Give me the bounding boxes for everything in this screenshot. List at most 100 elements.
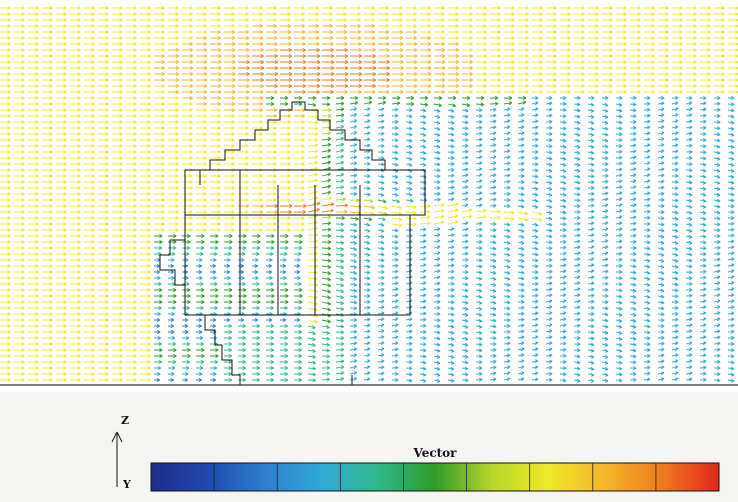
- velocity-vector: [349, 198, 360, 203]
- velocity-vector: [433, 103, 443, 108]
- velocity-vector: [14, 234, 25, 238]
- velocity-vector: [475, 114, 483, 119]
- velocity-vector: [727, 378, 735, 383]
- velocity-vector: [363, 294, 371, 299]
- velocity-vector: [699, 305, 707, 310]
- velocity-vector: [98, 150, 109, 154]
- velocity-vector: [616, 78, 627, 82]
- velocity-vector: [433, 120, 441, 125]
- velocity-vector: [392, 96, 401, 100]
- velocity-vector: [210, 306, 218, 310]
- velocity-vector: [629, 143, 637, 148]
- velocity-vector: [657, 318, 665, 323]
- velocity-vector: [616, 72, 627, 76]
- velocity-vector: [559, 335, 567, 340]
- velocity-vector: [629, 294, 637, 299]
- velocity-vector: [686, 42, 697, 46]
- velocity-vector: [238, 282, 246, 286]
- velocity-vector: [391, 223, 403, 228]
- velocity-vector: [378, 84, 390, 88]
- velocity-vector: [98, 270, 109, 274]
- velocity-vector: [335, 142, 345, 147]
- velocity-vector: [671, 180, 679, 185]
- velocity-vector: [727, 168, 735, 173]
- velocity-vector: [335, 113, 345, 118]
- velocity-vector: [671, 216, 679, 221]
- velocity-vector: [154, 90, 165, 94]
- velocity-vector: [476, 24, 487, 28]
- velocity-vector: [14, 78, 25, 82]
- velocity-vector: [643, 240, 651, 245]
- velocity-vector: [406, 84, 418, 88]
- velocity-vector: [503, 161, 511, 166]
- velocity-vector: [350, 78, 363, 82]
- velocity-vector: [321, 142, 332, 147]
- velocity-vector: [252, 240, 261, 244]
- velocity-vector: [643, 264, 651, 269]
- velocity-vector: [307, 184, 318, 189]
- velocity-vector: [364, 48, 376, 52]
- velocity-vector: [391, 205, 403, 210]
- velocity-vector: [294, 276, 301, 280]
- velocity-vector: [28, 324, 39, 328]
- velocity-vector: [70, 348, 81, 352]
- velocity-vector: [266, 294, 275, 298]
- velocity-vector: [336, 90, 348, 94]
- velocity-vector: [517, 282, 525, 287]
- velocity-vector: [615, 173, 623, 178]
- velocity-vector: [728, 6, 738, 10]
- velocity-vector: [280, 342, 288, 346]
- velocity-vector: [377, 180, 385, 185]
- velocity-vector: [70, 276, 81, 280]
- velocity-vector: [377, 217, 386, 222]
- velocity-vector: [615, 108, 623, 113]
- velocity-vector: [70, 96, 81, 100]
- velocity-vector: [504, 66, 515, 70]
- velocity-vector: [210, 192, 221, 196]
- velocity-vector: [405, 210, 417, 215]
- velocity-vector: [98, 198, 109, 202]
- velocity-vector: [461, 208, 473, 213]
- velocity-vector: [503, 240, 511, 245]
- velocity-vector: [644, 90, 655, 94]
- velocity-vector: [406, 12, 417, 16]
- velocity-vector: [349, 125, 358, 130]
- velocity-vector: [517, 335, 525, 340]
- velocity-vector: [559, 245, 567, 250]
- velocity-vector: [14, 66, 25, 70]
- velocity-vector: [601, 300, 609, 305]
- velocity-vector: [126, 42, 137, 46]
- velocity-vector: [630, 72, 641, 76]
- velocity-vector: [420, 90, 432, 94]
- velocity-vector: [699, 107, 707, 112]
- velocity-vector: [42, 318, 53, 322]
- velocity-vector: [70, 360, 81, 364]
- velocity-vector: [713, 347, 721, 352]
- velocity-vector: [280, 378, 288, 382]
- velocity-vector: [154, 144, 165, 148]
- velocity-vector: [321, 264, 332, 269]
- velocity-vector: [363, 149, 371, 154]
- velocity-vector: [84, 270, 95, 274]
- velocity-vector: [112, 96, 123, 100]
- velocity-vector: [685, 198, 693, 203]
- velocity-vector: [686, 84, 697, 88]
- velocity-vector: [112, 162, 123, 166]
- velocity-vector: [112, 72, 123, 76]
- velocity-vector: [671, 294, 679, 299]
- velocity-vector: [405, 108, 413, 113]
- velocity-vector: [560, 66, 571, 70]
- velocity-vector: [462, 90, 473, 94]
- velocity-vector: [140, 270, 151, 274]
- velocity-vector: [615, 215, 623, 220]
- velocity-vector: [154, 72, 166, 76]
- velocity-vector: [658, 72, 669, 76]
- velocity-vector: [321, 227, 332, 232]
- velocity-vector: [587, 150, 595, 155]
- velocity-vector: [363, 317, 371, 322]
- velocity-vector: [168, 162, 179, 166]
- velocity-vector: [630, 42, 641, 46]
- velocity-vector: [531, 335, 539, 340]
- velocity-vector: [727, 221, 735, 226]
- vector-field: [0, 0, 738, 392]
